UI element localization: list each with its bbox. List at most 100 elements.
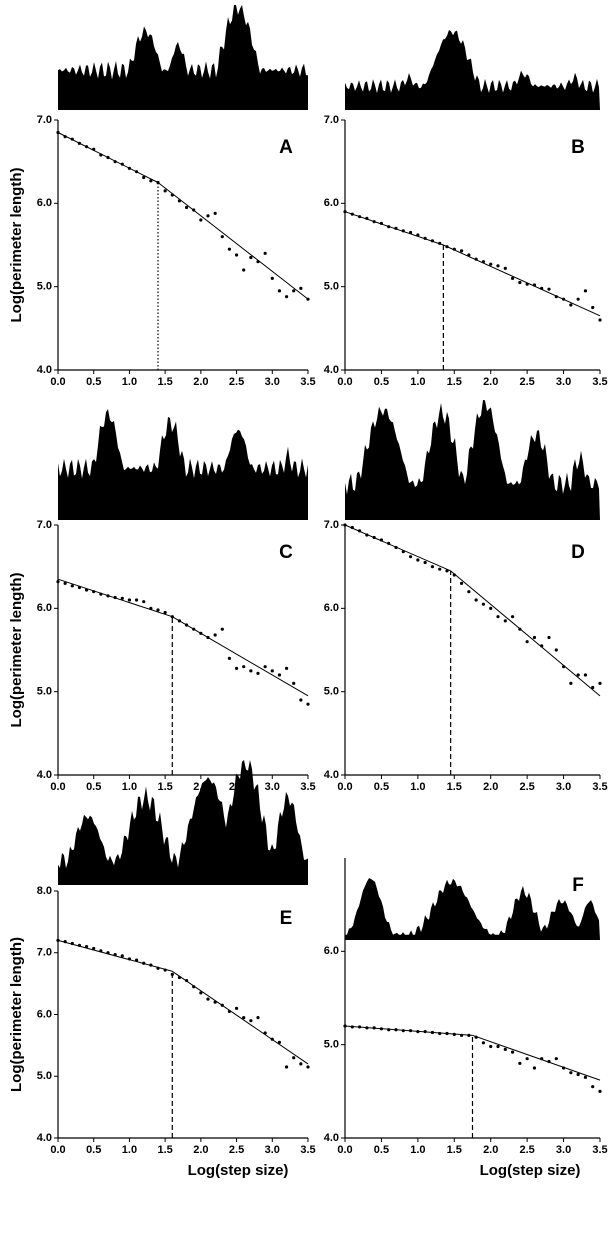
data-point bbox=[496, 1044, 500, 1049]
data-point bbox=[256, 260, 260, 264]
data-point bbox=[598, 318, 602, 322]
data-point bbox=[234, 666, 239, 670]
data-point bbox=[299, 698, 303, 702]
data-point bbox=[467, 590, 471, 594]
x-tick-label: 2.0 bbox=[193, 1144, 208, 1156]
x-tick-label: 3.0 bbox=[556, 1144, 571, 1156]
y-tick-label: 7.0 bbox=[37, 947, 52, 959]
panel-letter: D bbox=[571, 542, 585, 563]
x-tick-label: 0.0 bbox=[337, 376, 352, 388]
data-point bbox=[156, 608, 160, 612]
fit-line bbox=[157, 182, 309, 300]
data-point bbox=[227, 247, 232, 251]
x-tick-label: 0.5 bbox=[374, 781, 389, 793]
silhouette bbox=[345, 878, 600, 940]
data-point bbox=[379, 221, 384, 225]
y-tick-label: 7.0 bbox=[324, 114, 339, 126]
data-point bbox=[220, 627, 224, 631]
x-tick-label: 3.5 bbox=[592, 781, 607, 793]
data-point bbox=[127, 957, 132, 961]
data-point bbox=[518, 627, 522, 631]
data-point bbox=[70, 584, 74, 588]
data-point bbox=[192, 627, 196, 631]
x-tick-label: 1.5 bbox=[157, 781, 172, 793]
data-point bbox=[438, 241, 442, 245]
data-point bbox=[256, 671, 260, 675]
data-point bbox=[401, 229, 405, 233]
data-point bbox=[561, 665, 566, 669]
data-point bbox=[540, 644, 544, 648]
data-point bbox=[532, 1066, 537, 1070]
data-point bbox=[170, 615, 174, 619]
x-tick-label: 0.5 bbox=[374, 376, 389, 388]
data-point bbox=[270, 276, 274, 280]
data-point bbox=[63, 581, 67, 585]
data-point bbox=[547, 287, 551, 291]
y-tick-label: 5.0 bbox=[324, 686, 339, 698]
data-point bbox=[227, 1009, 232, 1014]
data-point bbox=[249, 1019, 253, 1023]
data-point bbox=[357, 529, 362, 533]
data-point bbox=[452, 247, 456, 251]
data-point bbox=[343, 523, 347, 527]
data-point bbox=[199, 218, 203, 222]
data-point bbox=[459, 581, 464, 585]
data-point bbox=[430, 1030, 435, 1035]
data-point bbox=[149, 606, 153, 610]
x-tick-label: 1.5 bbox=[447, 781, 462, 793]
data-point bbox=[510, 1050, 515, 1054]
data-point bbox=[242, 1015, 246, 1020]
data-point bbox=[220, 235, 224, 239]
x-tick-label: 3.5 bbox=[300, 781, 315, 793]
data-point bbox=[459, 1033, 464, 1037]
data-point bbox=[199, 991, 203, 995]
data-point bbox=[576, 297, 580, 301]
data-point bbox=[270, 669, 274, 673]
silhouette bbox=[345, 399, 600, 520]
data-point bbox=[474, 598, 478, 602]
data-point bbox=[365, 533, 369, 537]
silhouette bbox=[58, 409, 308, 520]
x-tick-label: 2.5 bbox=[229, 376, 244, 388]
data-point bbox=[481, 602, 486, 606]
data-point bbox=[445, 245, 449, 249]
data-point bbox=[70, 941, 74, 946]
data-point bbox=[387, 225, 391, 229]
data-point bbox=[263, 1031, 267, 1035]
x-tick-label: 2.0 bbox=[483, 376, 498, 388]
data-point bbox=[284, 1065, 289, 1069]
y-tick-label: 7.0 bbox=[37, 114, 52, 126]
panel-letter: A bbox=[279, 137, 293, 158]
y-axis-label: Log(perimeter length) bbox=[8, 167, 25, 322]
data-point bbox=[92, 147, 96, 151]
y-tick-label: 4.0 bbox=[324, 364, 339, 376]
data-point bbox=[56, 938, 60, 943]
data-point bbox=[163, 189, 167, 193]
data-point bbox=[438, 1031, 442, 1036]
data-point bbox=[134, 958, 139, 962]
data-point bbox=[292, 289, 296, 293]
data-point bbox=[142, 600, 146, 604]
data-point bbox=[561, 1066, 566, 1070]
data-point bbox=[547, 1059, 551, 1064]
data-point bbox=[518, 280, 522, 285]
data-point bbox=[213, 211, 217, 215]
data-point bbox=[394, 1028, 398, 1032]
x-tick-label: 0.0 bbox=[50, 781, 65, 793]
data-point bbox=[569, 303, 573, 307]
data-point bbox=[416, 233, 420, 237]
data-point bbox=[387, 1028, 391, 1032]
x-tick-label: 1.5 bbox=[157, 376, 172, 388]
data-point bbox=[199, 631, 203, 635]
x-tick-label: 1.0 bbox=[410, 376, 425, 388]
data-point bbox=[84, 588, 89, 592]
data-point bbox=[213, 633, 217, 637]
x-tick-label: 1.5 bbox=[447, 376, 462, 388]
y-tick-label: 4.0 bbox=[37, 1132, 52, 1144]
data-point bbox=[452, 1032, 456, 1036]
y-tick-label: 6.0 bbox=[324, 602, 339, 614]
data-point bbox=[583, 673, 588, 677]
data-point bbox=[591, 305, 595, 310]
data-point bbox=[445, 569, 449, 573]
data-point bbox=[206, 635, 210, 640]
